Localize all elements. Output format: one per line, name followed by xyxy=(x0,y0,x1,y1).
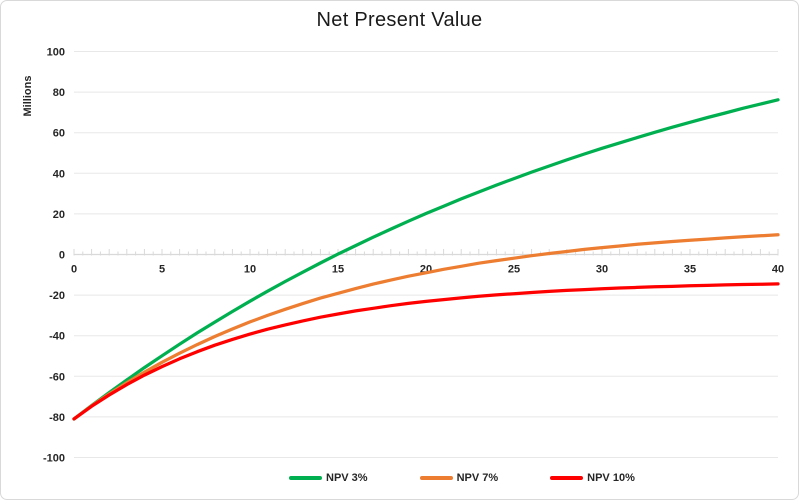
x-tick-label: 10 xyxy=(244,264,256,276)
y-tick-label: -100 xyxy=(43,453,65,465)
legend-item-npv-10: NPV 10% xyxy=(550,472,635,484)
x-tick-label: 35 xyxy=(684,264,696,276)
y-tick-label: -80 xyxy=(49,412,65,424)
y-tick-label: 80 xyxy=(53,87,65,99)
legend-label-npv-10: NPV 10% xyxy=(587,472,635,484)
series-line-npv-3- xyxy=(72,98,780,421)
x-tick-label: 25 xyxy=(508,264,520,276)
y-tick-label: 20 xyxy=(53,209,65,221)
x-tick-label: 15 xyxy=(332,264,344,276)
y-tick-label: 100 xyxy=(47,47,65,59)
x-tick-label: 40 xyxy=(772,264,784,276)
chart-legend: NPV 3% NPV 7% NPV 10% xyxy=(289,472,635,484)
x-tick-label: 0 xyxy=(71,264,77,276)
x-tick-label: 30 xyxy=(596,264,608,276)
y-tick-label: -20 xyxy=(49,290,65,302)
chart-title: Net Present Value xyxy=(316,9,483,31)
legend-swatch-npv-7-icon xyxy=(419,476,453,480)
legend-swatch-npv-3-icon xyxy=(289,476,322,480)
legend-label-npv-7: NPV 7% xyxy=(456,472,499,484)
series-line-npv-10- xyxy=(72,282,780,421)
series-line-npv-7- xyxy=(72,233,780,421)
legend-swatch-npv-10-icon xyxy=(550,476,584,480)
y-tick-label: 0 xyxy=(59,250,65,262)
y-tick-label: -60 xyxy=(49,371,65,383)
y-tick-label: 60 xyxy=(53,128,65,140)
y-tick-label: 40 xyxy=(53,168,65,180)
y-tick-label: -40 xyxy=(49,331,65,343)
legend-item-npv-3: NPV 3% xyxy=(289,472,368,484)
legend-label-npv-3: NPV 3% xyxy=(326,472,368,484)
legend-item-npv-7: NPV 7% xyxy=(419,472,499,484)
x-tick-label: 5 xyxy=(159,264,165,276)
